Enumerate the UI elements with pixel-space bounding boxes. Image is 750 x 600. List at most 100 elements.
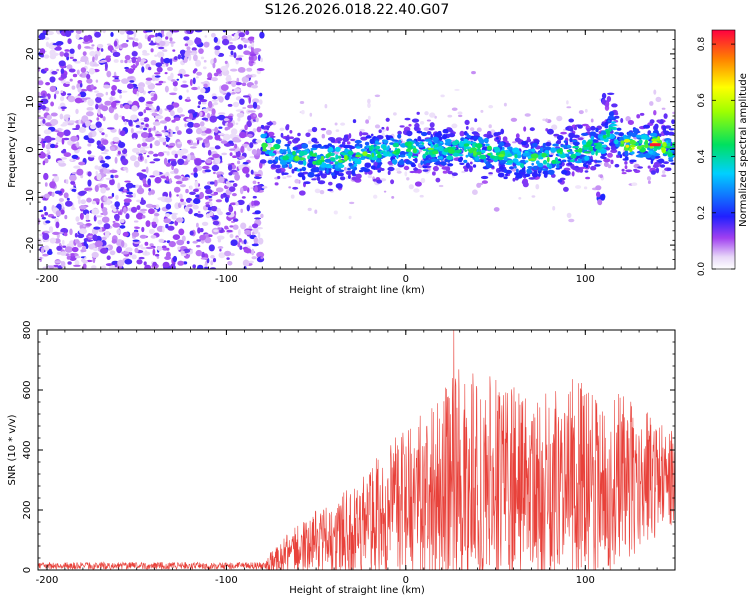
spectrogram-cell xyxy=(251,231,255,236)
spectrogram-cell xyxy=(40,32,47,36)
spectrogram-cell xyxy=(135,130,144,134)
snr-xtick-label: 100 xyxy=(576,575,595,586)
spectrogram-cell xyxy=(393,112,397,116)
spectrogram-cell xyxy=(493,207,500,212)
spectrogram-cell xyxy=(46,114,52,121)
spectrogram-cell xyxy=(162,261,170,268)
spectrogram-cell xyxy=(353,163,358,167)
spectrogram-cell xyxy=(157,151,165,157)
spectrogram-cell xyxy=(651,138,658,142)
spectrogram-cell xyxy=(351,176,357,181)
spectrogram-cell xyxy=(146,155,150,158)
spectrogram-cell xyxy=(214,45,221,51)
spectrogram-cell xyxy=(110,32,114,37)
spectrogram-cell xyxy=(165,203,172,210)
spectrogram-cell xyxy=(186,46,191,51)
spectrogram-cell xyxy=(154,176,162,184)
spectrogram-cell xyxy=(502,136,508,142)
spectrogram-cell xyxy=(61,108,65,112)
spectrogram-cell xyxy=(595,150,598,156)
spectrogram-cell xyxy=(74,97,83,104)
spectrogram-cell xyxy=(359,131,363,137)
spectrogram-cell xyxy=(398,139,402,144)
spectrogram-cell xyxy=(224,60,228,64)
spectrogram-cell xyxy=(590,125,596,131)
spectrogram-cell xyxy=(138,111,144,117)
spectrogram-cell xyxy=(610,121,617,124)
spectrogram-cell xyxy=(81,115,89,123)
spectrogram-cell xyxy=(629,144,636,148)
spectrogram-cell xyxy=(238,155,246,160)
spectrogram-cell xyxy=(139,208,148,212)
spectrogram-cell xyxy=(155,115,164,120)
spectrogram-cell xyxy=(519,169,526,173)
spectrogram-cell xyxy=(610,149,618,153)
spectrogram-cell xyxy=(399,151,407,156)
spectrogram-cell xyxy=(240,208,243,213)
spectrogram-cell xyxy=(340,122,346,126)
spectrogram-cell xyxy=(199,191,205,199)
spectrogram-cell xyxy=(137,42,143,49)
spectrogram-cell xyxy=(212,220,220,226)
spectrogram-cell xyxy=(53,93,57,100)
spectrogram-cell xyxy=(151,112,158,117)
spectrogram-cell xyxy=(243,248,252,254)
spectrogram-cell xyxy=(538,173,541,177)
spectrogram-cell xyxy=(192,77,196,85)
spectrogram-cell xyxy=(657,135,660,142)
spectrogram-cell xyxy=(177,141,183,145)
spectrogram-cell xyxy=(77,80,83,84)
spectrogram-cell xyxy=(242,106,247,110)
spectrogram-cell xyxy=(257,227,263,230)
colorbar-label: Normalized spectral amplitude xyxy=(738,73,749,227)
spectrogram-cell xyxy=(571,171,575,177)
spectrogram-cell xyxy=(164,72,168,75)
spectrogram-cell xyxy=(244,229,252,235)
spectrogram-cell xyxy=(145,80,152,86)
spectrogram-cell xyxy=(569,159,575,162)
spectrogram-cell xyxy=(42,118,46,124)
spectrogram-cell xyxy=(184,123,187,128)
spectrogram-cell xyxy=(461,170,466,174)
spectrogram-cell xyxy=(70,180,76,185)
spectrogram-cell xyxy=(164,197,173,203)
spectrogram-cell xyxy=(253,114,257,117)
spectrogram-cell xyxy=(86,107,94,111)
spectrogram-cell xyxy=(420,139,426,142)
spectrogram-cell xyxy=(512,158,519,163)
spectrogram-cell xyxy=(330,139,336,143)
spectrogram-cell xyxy=(298,157,305,161)
spectrogram-ytick-label: -20 xyxy=(25,237,36,253)
spectrogram-cell xyxy=(60,157,67,160)
spectrogram-cell xyxy=(362,151,368,157)
spectrogram-cell xyxy=(246,204,250,212)
colorbar-gradient xyxy=(711,29,736,270)
spectrogram-cell xyxy=(373,194,378,199)
spectrogram-cell xyxy=(93,226,101,230)
spectrogram-cell xyxy=(448,127,453,133)
spectrogram-cell xyxy=(247,110,256,113)
spectrogram-cell xyxy=(60,251,67,256)
spectrogram-cell xyxy=(70,207,76,211)
spectrogram-cell xyxy=(459,130,465,137)
spectrogram-cell xyxy=(242,95,250,98)
spectrogram-cell xyxy=(661,174,667,177)
spectrogram-cell xyxy=(584,155,590,161)
spectrogram-cell xyxy=(75,33,80,40)
spectrogram-cell xyxy=(616,127,622,131)
spectrogram-cell xyxy=(192,204,199,210)
spectrogram-cell xyxy=(367,115,371,120)
spectrogram-cell xyxy=(172,49,176,52)
spectrogram-cell xyxy=(67,93,72,96)
spectrogram-cell xyxy=(671,119,675,125)
spectrogram-cell xyxy=(622,134,626,138)
spectrogram-cell xyxy=(405,160,413,165)
spectrogram-cell xyxy=(661,147,666,154)
spectrogram-cell xyxy=(177,54,182,60)
spectrogram-cell xyxy=(619,136,625,142)
spectrogram-cell xyxy=(412,147,418,154)
spectrogram-cell xyxy=(282,155,290,161)
spectrogram-cell xyxy=(169,37,173,42)
spectrogram-cell xyxy=(398,159,405,166)
spectrogram-cell xyxy=(76,141,80,148)
